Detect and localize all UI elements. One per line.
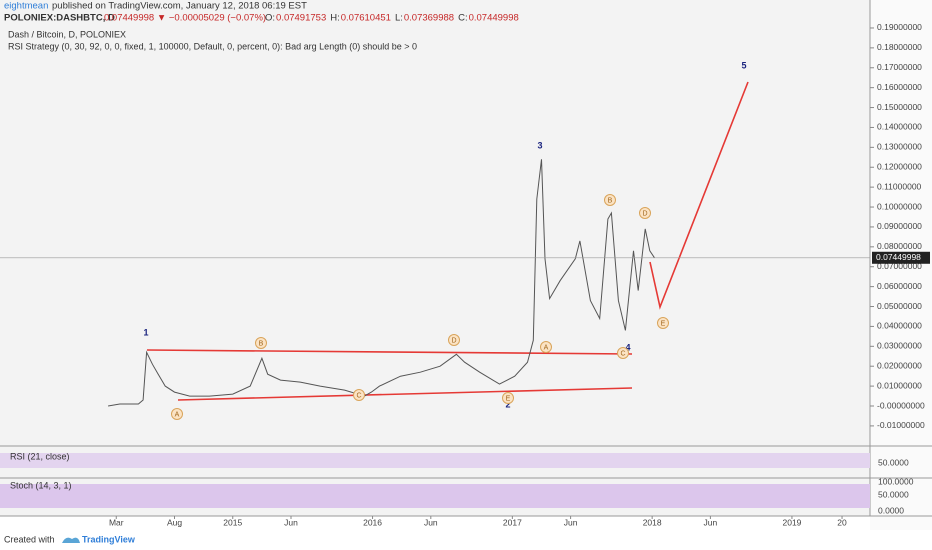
y-tick-label: 0.19000000 <box>877 22 922 32</box>
correction-marker <box>448 334 460 346</box>
stoch-tick: 50.0000 <box>878 489 909 499</box>
change: 0.07449998 ▼ −0.00005029 (−0.07%) <box>104 13 266 24</box>
y-tick-label: 0.04000000 <box>877 321 922 331</box>
correction-marker <box>171 408 183 420</box>
correction-label: D <box>642 210 647 217</box>
chart-title: Dash / Bitcoin, D, POLONIEX <box>8 29 126 39</box>
quote-line: POLONIEX:DASHBTC, D 0.07449998 ▼ −0.0000… <box>4 13 519 24</box>
correction-label: C <box>620 350 625 357</box>
last-price-box <box>872 251 930 264</box>
y-tick-label: 0.05000000 <box>877 301 922 311</box>
projection <box>649 81 749 310</box>
correction-label: B <box>608 197 613 204</box>
x-tick-label: Mar <box>109 517 124 527</box>
drawings <box>146 81 749 401</box>
x-tick-label: 2017 <box>503 517 522 527</box>
trend-line <box>146 349 633 355</box>
correction-marker <box>255 337 267 349</box>
y-tick-label: 0.18000000 <box>877 42 922 52</box>
correction-marker <box>540 341 552 353</box>
correction-marker <box>353 389 365 401</box>
rsi-tick: 50.0000 <box>878 457 909 467</box>
y-tick-label: 0.14000000 <box>877 122 922 132</box>
wave-label: 3 <box>537 140 542 150</box>
correction-label: E <box>506 395 511 402</box>
y-tick-label: 0.12000000 <box>877 161 922 171</box>
published: published on TradingView.com, January 12… <box>52 1 307 12</box>
y-tick-label: -0.00000000 <box>877 400 925 410</box>
correction-marker <box>502 392 514 404</box>
x-tick-label: Jun <box>284 517 298 527</box>
x-tick-label: Jun <box>704 517 718 527</box>
correction-label: C <box>356 392 361 399</box>
correction-marker <box>657 317 669 329</box>
correction-marker <box>639 207 651 219</box>
correction-label: D <box>451 337 456 344</box>
y-tick-label: 0.02000000 <box>877 360 922 370</box>
last-price-label: 0.07449998 <box>876 252 921 262</box>
y-tick-label: 0.01000000 <box>877 380 922 390</box>
y-tick-label: 0.15000000 <box>877 102 922 112</box>
y-tick-label: 0.10000000 <box>877 201 922 211</box>
rsi-label: RSI (21, close) <box>10 451 70 461</box>
x-tick-label: Jun <box>424 517 438 527</box>
correction-label: E <box>661 320 666 327</box>
wave-label: 4 <box>625 342 630 352</box>
wave-label: 2 <box>505 399 510 409</box>
correction-marker <box>617 347 629 359</box>
stoch-tick: 100.0000 <box>878 476 914 486</box>
ohlc-key: C: <box>458 13 468 24</box>
y-tick-label: 0.03000000 <box>877 341 922 351</box>
y-tick-label: -0.01000000 <box>877 420 925 430</box>
price-line <box>108 159 655 407</box>
chart-subtitle: RSI Strategy (0, 30, 92, 0, 0, fixed, 1,… <box>8 41 417 51</box>
stoch-band <box>0 484 870 508</box>
x-tick-label: 2015 <box>223 517 242 527</box>
wave-label: 5 <box>741 60 746 70</box>
y-tick-label: 0.07000000 <box>877 261 922 271</box>
ohlc-value: 0.07491753 <box>276 13 326 24</box>
footer-brand[interactable]: TradingView <box>82 534 136 544</box>
x-tick-label: 20 <box>837 517 847 527</box>
correction-label: B <box>259 340 264 347</box>
rsi-band <box>0 453 870 468</box>
y-tick-label: 0.11000000 <box>877 181 922 191</box>
correction-label: A <box>544 344 549 351</box>
trend-line <box>177 387 633 401</box>
logo <box>62 537 80 543</box>
y-tick-label: 0.08000000 <box>877 241 922 251</box>
y-tick-label: 0.09000000 <box>877 221 922 231</box>
footer-created: Created with <box>4 534 55 544</box>
x-tick-label: Aug <box>167 517 182 527</box>
correction-marker <box>604 194 616 206</box>
stoch-label: Stoch (14, 3, 1) <box>10 480 72 490</box>
y-tick-label: 0.13000000 <box>877 142 922 152</box>
x-tick-label: 2018 <box>643 517 662 527</box>
stoch-tick: 0.0000 <box>878 505 904 515</box>
x-tick-label: 2016 <box>363 517 382 527</box>
ohlc-key: L: <box>395 13 403 24</box>
correction-label: A <box>175 411 180 418</box>
ohlc-value: 0.07449998 <box>469 13 519 24</box>
wave-label: 1 <box>143 327 148 337</box>
symbol: POLONIEX:DASHBTC, D <box>4 13 115 24</box>
y-tick-label: 0.16000000 <box>877 82 922 92</box>
ohlc-key: H: <box>330 13 340 24</box>
y-tick-label: 0.17000000 <box>877 62 922 72</box>
ohlc-value: 0.07610451 <box>341 13 391 24</box>
y-tick-label: 0.06000000 <box>877 281 922 291</box>
price-axis <box>870 0 932 530</box>
author[interactable]: eightmean <box>4 1 48 12</box>
ohlc-value: 0.07369988 <box>404 13 454 24</box>
ohlc-key: O: <box>265 13 275 24</box>
x-tick-label: Jun <box>564 517 578 527</box>
x-tick-label: 2019 <box>782 517 801 527</box>
